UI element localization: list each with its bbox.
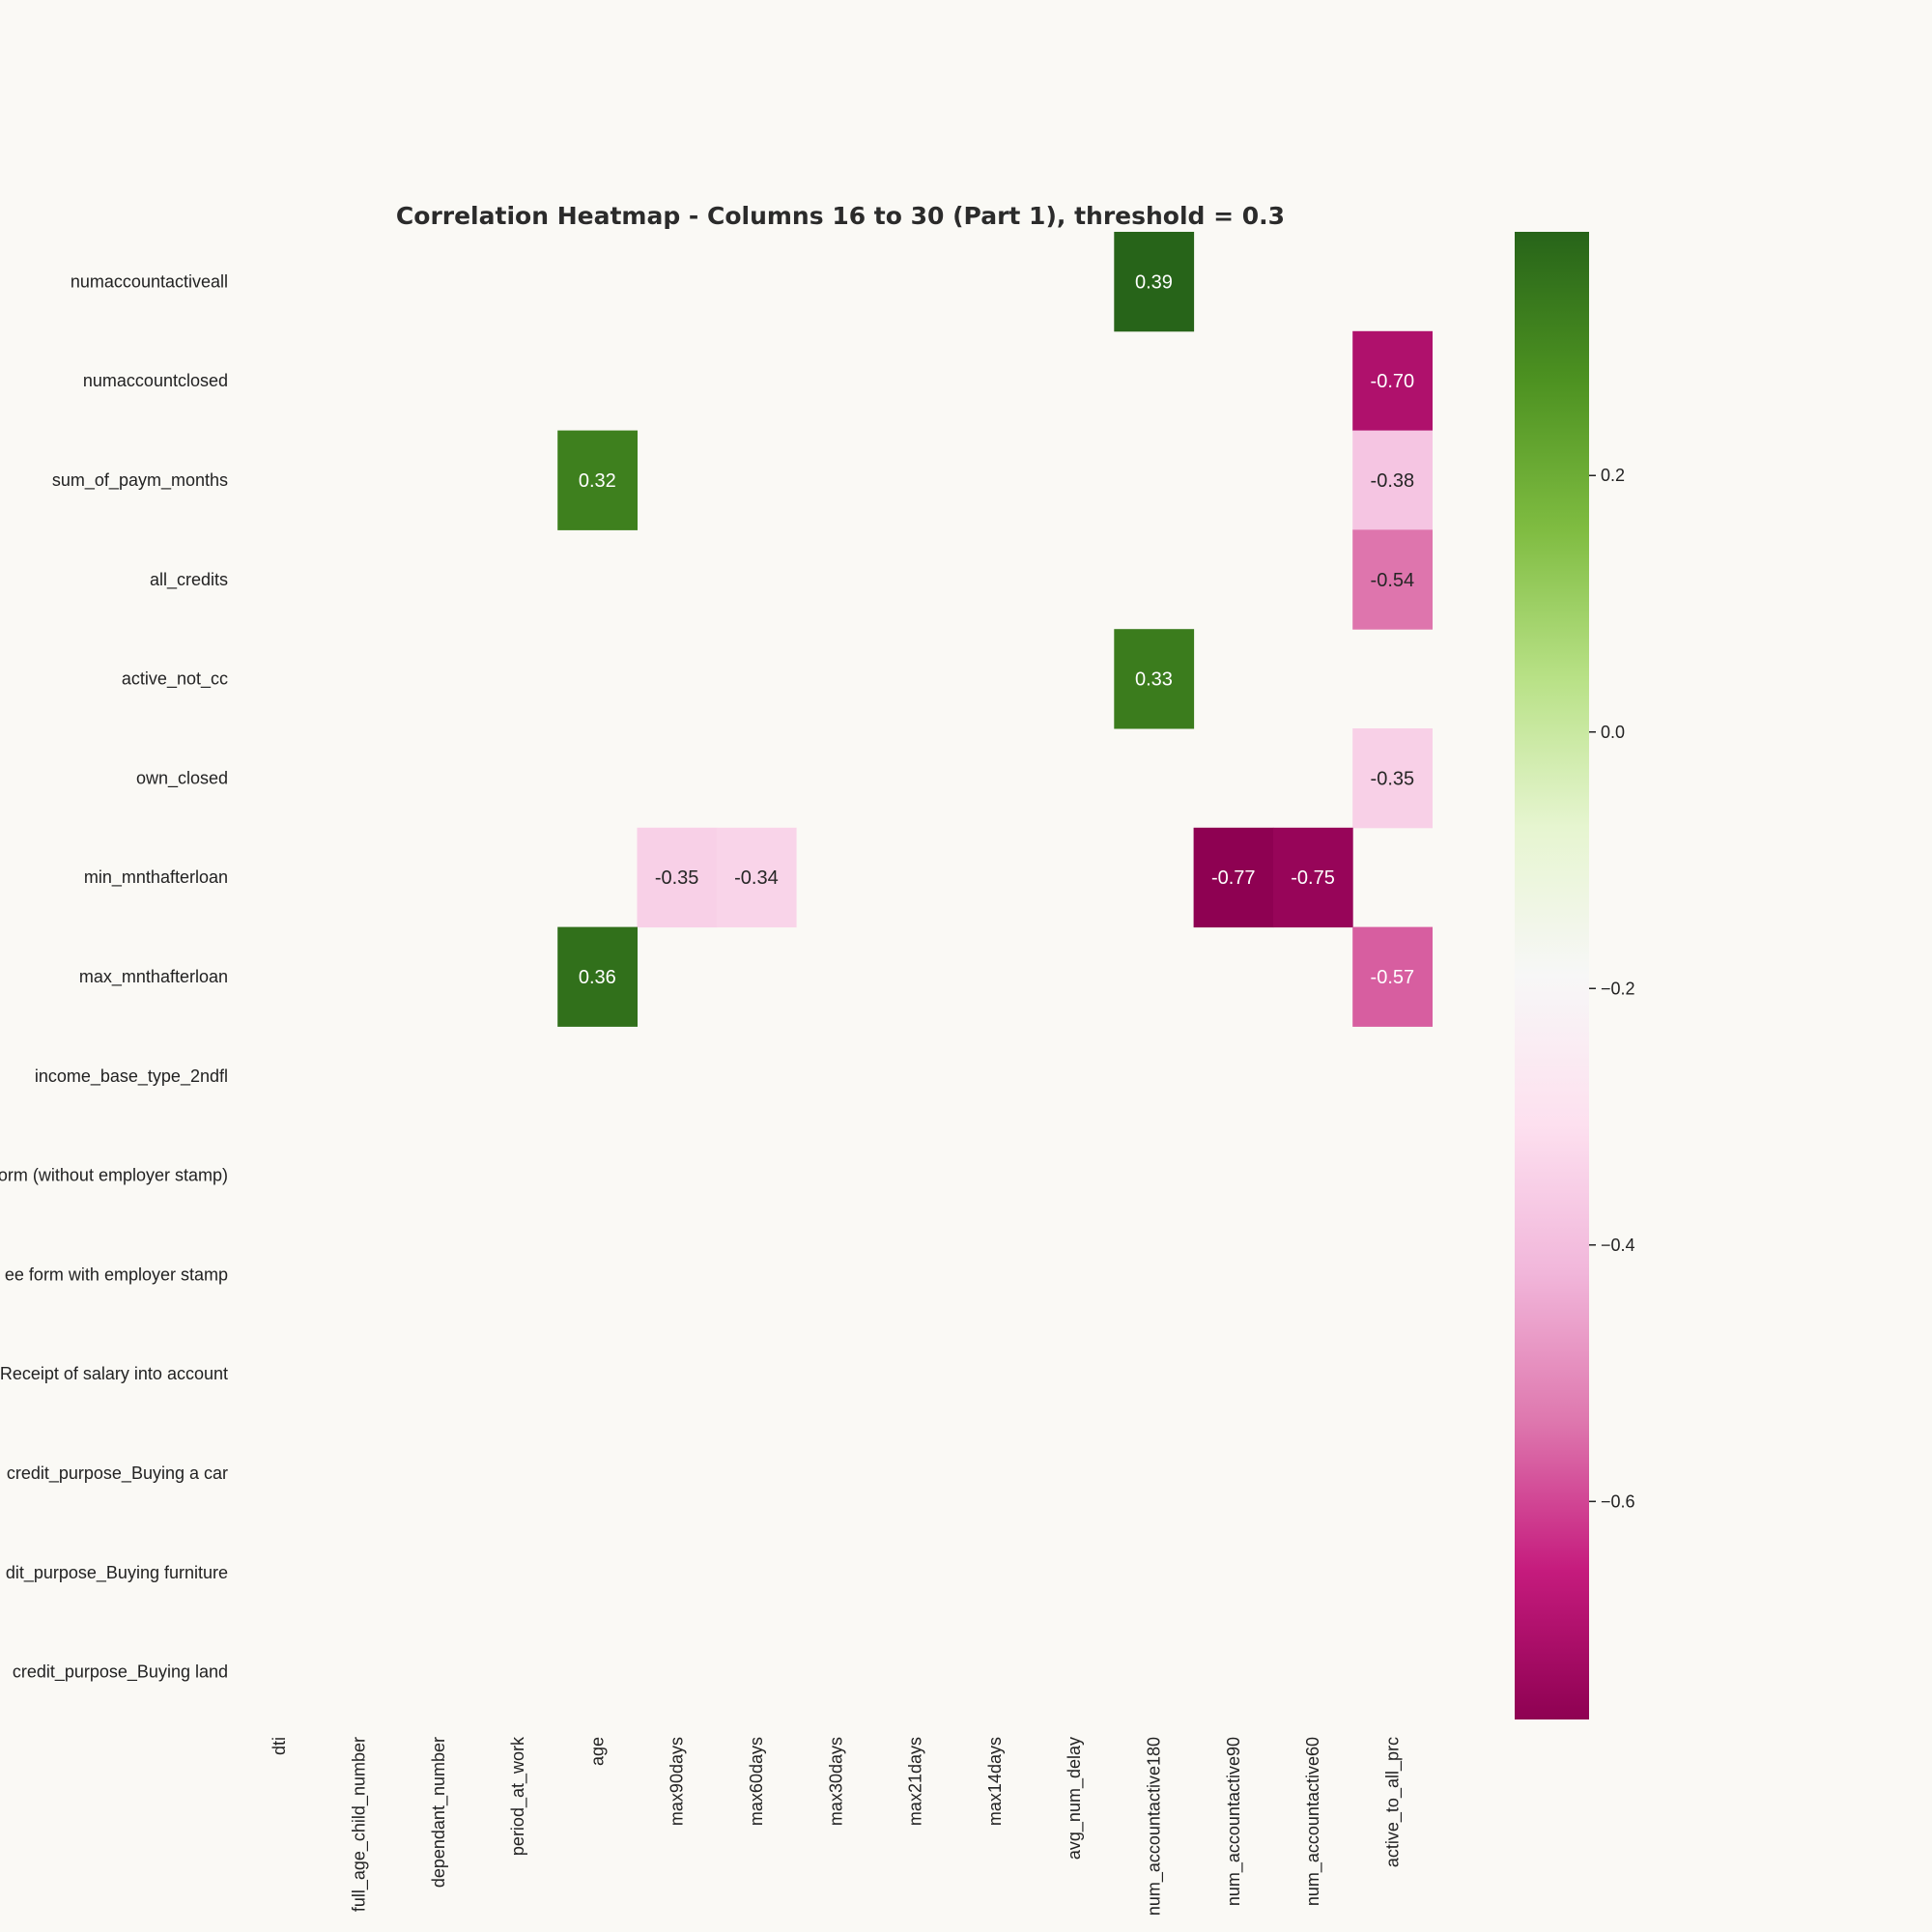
column-label: num_accountactive180 — [1144, 1737, 1164, 1916]
chart-title: Correlation Heatmap - Columns 16 to 30 (… — [396, 202, 1285, 230]
row-label: dit_purpose_Buying furniture — [6, 1563, 228, 1583]
column-label: age — [587, 1737, 607, 1766]
column-label: num_accountactive90 — [1224, 1737, 1244, 1906]
row-labels: numaccountactiveall numaccountclosed sum_o… — [0, 271, 228, 1682]
cell-annotation: 0.39 — [1135, 271, 1173, 293]
heatmap-cell — [716, 827, 797, 928]
colorbar-tick-label: 0.0 — [1601, 723, 1625, 742]
column-labels: dti full_age_child_number dependant_number… — [270, 1736, 1403, 1916]
cell-annotation: -0.35 — [655, 867, 699, 889]
column-label: period_at_work — [508, 1736, 528, 1856]
row-label: sum_of_paym_months — [52, 470, 228, 491]
cell-annotation: 0.36 — [579, 967, 616, 988]
cell-annotation: -0.77 — [1211, 867, 1256, 889]
heatmap-cell — [1272, 827, 1353, 928]
row-label: numaccountclosed — [83, 371, 228, 390]
column-label: max30days — [826, 1737, 845, 1826]
heatmap-cell — [1352, 330, 1433, 432]
colorbar-tick-label: −0.4 — [1601, 1236, 1635, 1255]
cell-annotation: -0.35 — [1371, 768, 1415, 789]
row-label: credit_purpose_Buying a car — [7, 1463, 228, 1484]
row-label: Receipt of salary into account — [0, 1364, 228, 1383]
row-label: own_closed — [136, 768, 228, 788]
column-label: full_age_child_number — [349, 1737, 369, 1912]
cell-annotation: -0.57 — [1371, 967, 1415, 988]
column-label: max14days — [985, 1737, 1005, 1826]
heatmap-cell — [1352, 430, 1433, 530]
row-label: active_not_cc — [122, 669, 228, 690]
heatmap-cell — [637, 827, 718, 928]
colorbar-tick-label: −0.2 — [1601, 979, 1635, 998]
row-label: all_credits — [150, 570, 228, 590]
heatmap-cell — [1352, 728, 1433, 829]
column-label: active_to_all_prc — [1382, 1737, 1403, 1867]
heatmap-cell — [1352, 926, 1433, 1027]
heatmap-cell — [1193, 827, 1274, 928]
row-label: ee form with employer stamp — [5, 1264, 228, 1284]
column-label: dti — [270, 1737, 289, 1755]
column-label: max21days — [906, 1737, 925, 1826]
heatmap-cells: 0.39 -0.70 0.32 -0.38 -0.54 0.33 -0.35 -0.35 -0.… — [557, 232, 1433, 1027]
row-label: min_mnthafterloan — [84, 867, 228, 888]
heatmap-cell — [1114, 232, 1195, 332]
cell-annotation: -0.75 — [1291, 867, 1335, 889]
colorbar-ticks: 0.2 0.0 −0.2 −0.4 −0.6 — [1589, 466, 1635, 1511]
heatmap-cell — [1114, 629, 1195, 729]
column-label: max60days — [747, 1737, 766, 1826]
column-label: num_accountactive60 — [1303, 1737, 1323, 1906]
row-label: max_mnthafterloan — [79, 967, 228, 987]
heatmap-cell — [557, 430, 638, 530]
row-label: income_base_type_2ndfl — [35, 1066, 228, 1087]
row-label: orm (without employer stamp) — [0, 1166, 228, 1185]
cell-annotation: 0.33 — [1135, 669, 1173, 691]
column-label: max90days — [668, 1737, 687, 1826]
row-label: credit_purpose_Buying land — [13, 1662, 228, 1683]
column-label: dependant_number — [429, 1737, 449, 1888]
cell-annotation: -0.54 — [1371, 570, 1415, 591]
colorbar-tick-label: −0.6 — [1601, 1492, 1635, 1511]
cell-annotation: -0.34 — [734, 867, 779, 889]
heatmap-cell — [557, 926, 638, 1027]
colorbar-tick-label: 0.2 — [1601, 466, 1625, 485]
colorbar: 0.2 0.0 −0.2 −0.4 −0.6 — [1515, 232, 1635, 1719]
heatmap-cell — [1352, 529, 1433, 630]
row-label: numaccountactiveall — [71, 271, 228, 291]
cell-annotation: 0.32 — [579, 470, 616, 492]
cell-annotation: -0.38 — [1371, 470, 1415, 492]
column-label: avg_num_delay — [1065, 1737, 1085, 1860]
colorbar-gradient — [1515, 232, 1589, 1719]
cell-annotation: -0.70 — [1371, 371, 1415, 392]
